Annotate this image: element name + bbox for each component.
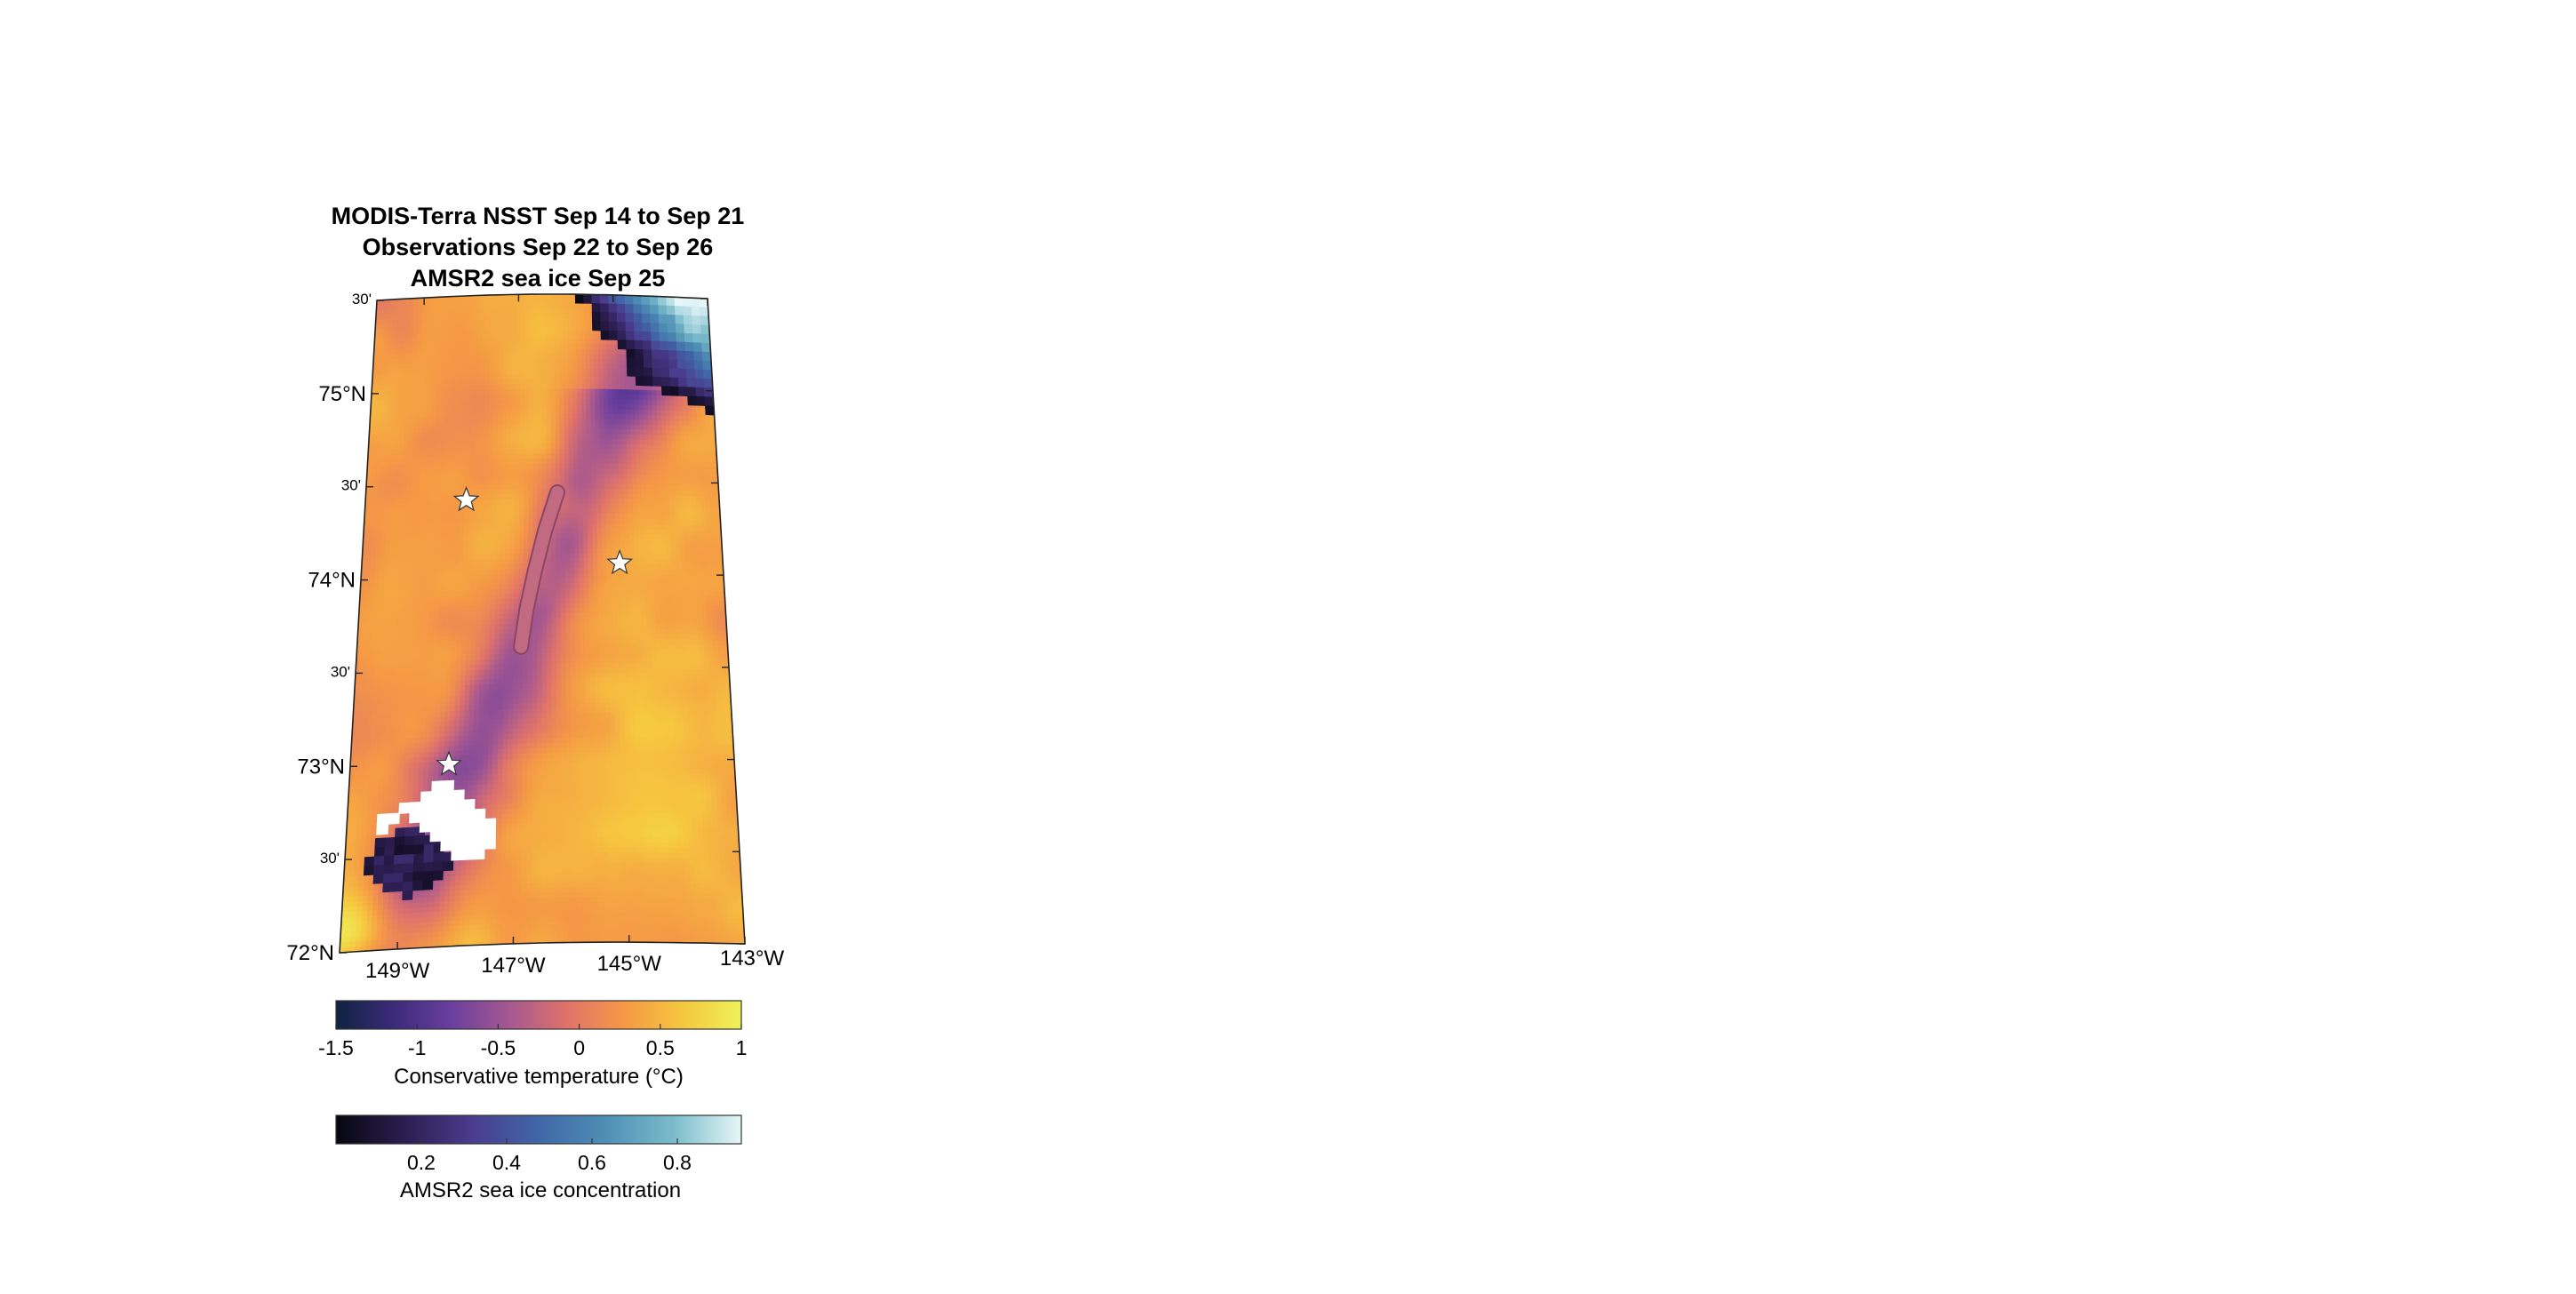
colorbar-tick-label: 0.8 [663, 1151, 692, 1174]
lat-label: 75°N [318, 382, 366, 406]
lat-label: 74°N [308, 569, 356, 593]
lat-label: 30' [331, 663, 350, 680]
lat-label: 72°N [286, 941, 334, 965]
station-star [452, 486, 480, 512]
lat-label: 30' [352, 291, 372, 308]
temperature-colorbar-label: Conservative temperature (°C) [394, 1065, 684, 1089]
colorbar-tick-label: 0 [573, 1036, 585, 1059]
colorbar-tick-label: -0.5 [481, 1036, 516, 1059]
lat-label: 73°N [297, 755, 345, 779]
temperature-colorbar: -1.5 -1 -0.5 0 0.5 1 Conservative temperature… [318, 1000, 747, 1089]
lat-label: 30' [320, 850, 340, 867]
ice-colorbar: 0.2 0.4 0.6 0.8 AMSR2 sea ice concentration [335, 1114, 742, 1202]
colorbar-tick-label: 0.2 [407, 1151, 436, 1174]
map-panel: 30'75°N30'74°N30'73°N30'72°N 149°W 147°W 1… [286, 291, 784, 983]
colorbar-tick-label: -1.5 [318, 1036, 354, 1059]
colorbar-tick-label: 1 [736, 1036, 748, 1059]
sea-ice-overlay [363, 294, 715, 901]
map-title: MODIS-Terra NSST Sep 14 to Sep 21 Observ… [332, 203, 745, 292]
temperature-colorbar-bar [335, 1000, 742, 1030]
colorbar-tick-label: 0.5 [646, 1036, 675, 1059]
lon-label: 145°W [597, 952, 662, 976]
ice-colorbar-ticks: 0.2 0.4 0.6 0.8 [407, 1138, 692, 1174]
lat-label: 30' [341, 477, 361, 494]
ice-colorbar-label: AMSR2 sea ice concentration [400, 1178, 681, 1202]
station-star [436, 750, 462, 776]
colorbar-tick-label: -1 [408, 1036, 426, 1059]
station-star [606, 548, 634, 575]
station-markers [436, 486, 634, 776]
observation-track [513, 484, 565, 655]
latitude-labels: 30' 75°N 30' 74°N 30' 73°N 30' 72°N [286, 291, 372, 965]
lon-label: 143°W [720, 947, 785, 970]
nsst-raster [340, 294, 745, 953]
title-line-2: Observations Sep 22 to Sep 26 [363, 234, 714, 260]
title-line-3: AMSR2 sea ice Sep 25 [411, 265, 666, 292]
colorbar-tick-label: 0.6 [578, 1151, 606, 1174]
title-line-1: MODIS-Terra NSST Sep 14 to Sep 21 [332, 203, 745, 229]
longitude-labels: 149°W 147°W 145°W 143°W [365, 947, 784, 983]
no-data-region [376, 779, 497, 861]
colorbar-tick-label: 0.4 [492, 1151, 521, 1174]
ice-colorbar-bar [335, 1114, 742, 1145]
lon-label: 149°W [365, 959, 430, 983]
lon-label: 147°W [481, 954, 546, 978]
temperature-colorbar-ticks: -1.5 -1 -0.5 0 0.5 1 [318, 1024, 747, 1059]
track-line [515, 486, 564, 653]
frame-ticks [340, 294, 746, 954]
